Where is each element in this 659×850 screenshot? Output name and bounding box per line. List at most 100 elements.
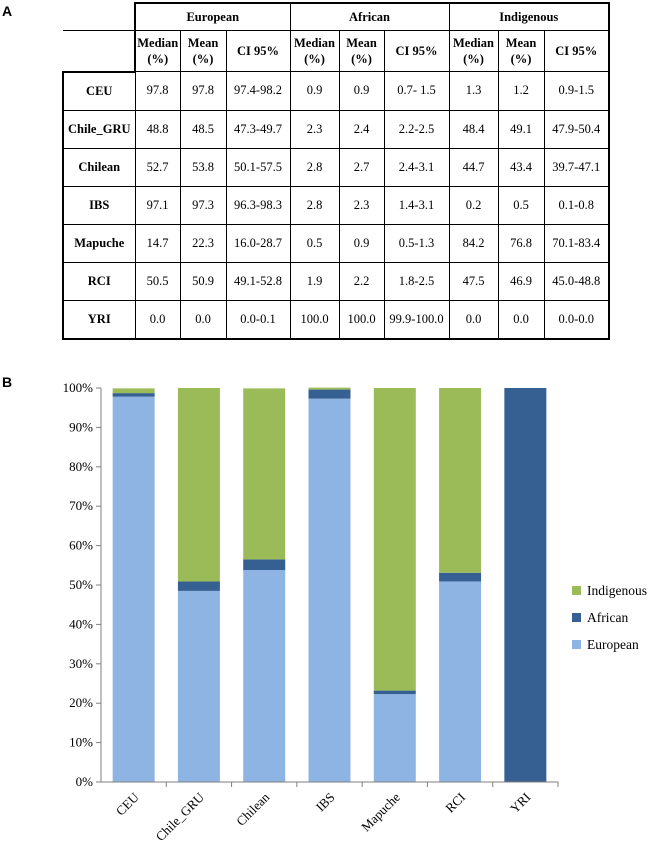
table-corner <box>63 3 136 31</box>
table-cell: 84.2 <box>448 223 499 263</box>
table-cell: 100.0 <box>289 299 340 340</box>
y-tick-label: 40% <box>69 616 93 631</box>
table-cell: 0.5 <box>497 185 545 225</box>
subheader-text: (%) <box>304 52 325 66</box>
table-cell: 2.3 <box>289 109 340 149</box>
legend-label-african: African <box>587 610 628 625</box>
table-cell: 48.8 <box>134 109 181 149</box>
row-header: CEU <box>62 70 136 111</box>
x-tick-label: IBS <box>313 790 338 815</box>
x-tick-label: Mapuche <box>358 789 403 834</box>
subheader-text: Median <box>453 36 494 50</box>
bar-segment-indigenous <box>439 388 482 573</box>
table-cell: 99.9-100.0 <box>383 299 450 340</box>
bar-segment-african <box>308 389 351 399</box>
row-header: Chilean <box>62 147 136 187</box>
bar-segment-european <box>439 581 482 782</box>
table-cell: 53.8 <box>179 147 227 187</box>
table-cell: 47.3-49.7 <box>225 109 291 149</box>
group-header-european: European <box>134 2 291 31</box>
bar-segment-indigenous <box>112 388 155 394</box>
bar-segment-european <box>177 590 220 782</box>
table-cell: 48.4 <box>448 109 499 149</box>
panel-a-label: A <box>2 3 13 19</box>
table-cell: 45.0-48.8 <box>543 261 610 301</box>
legend-label-european: European <box>587 637 639 652</box>
y-tick-label: 20% <box>69 695 93 710</box>
table-cell: 0.1-0.8 <box>543 185 610 225</box>
table-cell: 50.5 <box>134 261 181 301</box>
y-tick-label: 0% <box>76 774 94 789</box>
subheader-text: CI 95% <box>236 44 280 58</box>
table-cell: 2.4 <box>338 109 385 149</box>
table-cell: 52.7 <box>134 147 181 187</box>
table-cell: 70.1-83.4 <box>543 223 610 263</box>
legend-swatch-african <box>572 613 581 622</box>
row-header: YRI <box>62 299 136 340</box>
subheader-cell: Mean (%) <box>179 30 227 72</box>
subheader-text: CI 95% <box>555 44 598 58</box>
table-cell: 49.1-52.8 <box>225 261 291 301</box>
subheader-text: Mean <box>187 36 219 50</box>
table-cell: 50.9 <box>179 261 227 301</box>
table-cell: 1.9 <box>289 261 340 301</box>
bar-segment-african <box>504 388 547 782</box>
ancestry-table: European African Indigenous Median (%) Mea… <box>62 2 610 340</box>
subheader-text: Median <box>294 36 335 50</box>
x-tick-label: YRI <box>507 790 533 816</box>
table-cell: 1.8-2.5 <box>383 261 450 301</box>
x-tick-label: RCI <box>442 790 468 816</box>
subheader-text: (%) <box>192 52 214 66</box>
table-cell: 0.0-0.0 <box>543 299 610 340</box>
table-cell: 47.9-50.4 <box>543 109 610 149</box>
y-tick-label: 10% <box>69 735 93 750</box>
bar-segment-indigenous <box>308 387 351 390</box>
table-cell: 2.3 <box>338 185 385 225</box>
subheader-text: CI 95% <box>395 44 438 58</box>
table-cell: 0.0 <box>134 299 181 340</box>
table-cell: 0.9-1.5 <box>543 71 610 111</box>
table-cell: 0.5-1.3 <box>383 223 450 263</box>
bar-segment-european <box>112 396 155 782</box>
bar-segment-european <box>373 694 416 782</box>
table-row: RCI 50.5 50.9 49.1-52.8 1.9 2.2 1.8-2.5 47.5 46.… <box>62 261 610 301</box>
legend-swatch-indigenous <box>572 586 581 595</box>
table-cell: 76.8 <box>497 223 545 263</box>
table-cell: 97.1 <box>134 185 181 225</box>
subheader-cell: Mean (%) <box>338 30 385 72</box>
subheader-cell: Median (%) <box>289 30 340 72</box>
bar-segment-african <box>112 393 155 397</box>
legend-label-indigenous: Indigenous <box>587 583 647 598</box>
table-cell: 50.1-57.5 <box>225 147 291 187</box>
subheader-cell: Median (%) <box>134 30 181 72</box>
group-header-indigenous: Indigenous <box>448 2 610 31</box>
table-cell: 0.9 <box>338 71 385 111</box>
table-cell: 0.7- 1.5 <box>383 71 450 111</box>
subheader-text: (%) <box>463 52 484 66</box>
bar-segment-indigenous <box>177 388 220 582</box>
subheader-cell: CI 95% <box>225 30 291 72</box>
table-cell: 2.2 <box>338 261 385 301</box>
subheader-cell: CI 95% <box>543 30 610 72</box>
table-cell: 0.0 <box>179 299 227 340</box>
panel-b-label: B <box>2 374 13 390</box>
table-row: Mapuche 14.7 22.3 16.0-28.7 0.5 0.9 0.5-1.3 84.… <box>62 223 610 263</box>
bar-segment-african <box>243 559 286 571</box>
table-cell: 100.0 <box>338 299 385 340</box>
table-cell: 96.3-98.3 <box>225 185 291 225</box>
table-cell: 49.1 <box>497 109 545 149</box>
table-cell: 48.5 <box>179 109 227 149</box>
table-cell: 39.7-47.1 <box>543 147 610 187</box>
table-cell: 1.3 <box>448 71 499 111</box>
subheader-text: (%) <box>510 52 532 66</box>
subheader-text: Mean <box>346 36 377 50</box>
stacked-bar-chart: 0% 10% 20% 30% 40% 50% 60% 70% 80% 90% 100% CEU Chil… <box>63 380 647 844</box>
y-tick-label: 50% <box>69 577 93 592</box>
y-tick-label: 90% <box>69 419 93 434</box>
subheader-text: Mean <box>505 36 537 50</box>
bar-segment-european <box>308 398 351 782</box>
table-cell: 22.3 <box>179 223 227 263</box>
table-row: IBS 97.1 97.3 96.3-98.3 2.8 2.3 1.4-3.1 0.2 0.5 0… <box>62 185 610 225</box>
row-header: IBS <box>62 185 136 225</box>
table-cell: 0.0-0.1 <box>225 299 291 340</box>
